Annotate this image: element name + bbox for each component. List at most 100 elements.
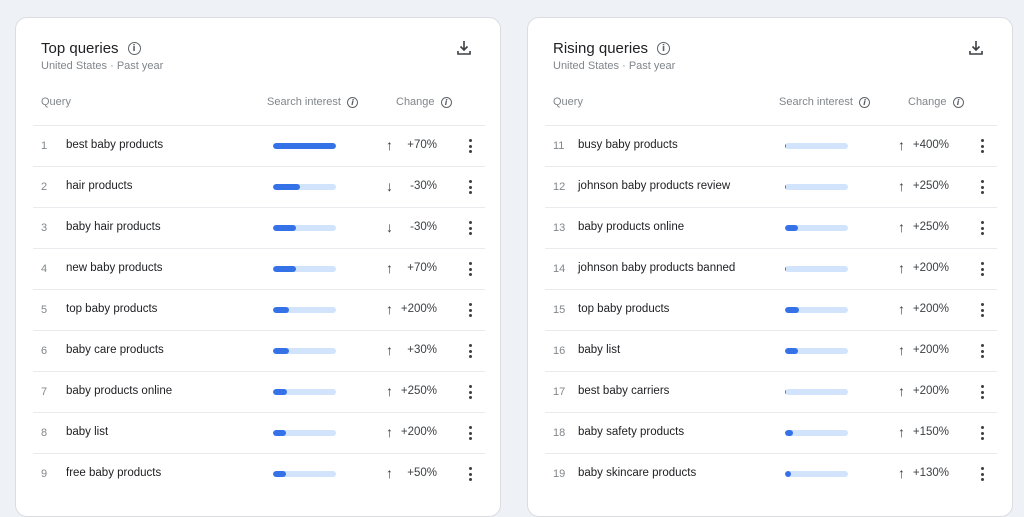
query-text[interactable]: baby care products <box>66 344 164 356</box>
interest-bar <box>785 307 848 313</box>
table-row[interactable]: 8 baby list ↑ +200% <box>33 412 485 453</box>
more-options-icon[interactable] <box>979 261 985 277</box>
query-text[interactable]: baby products online <box>578 221 685 233</box>
table-row[interactable]: 11 busy baby products ↑ +400% <box>545 125 997 166</box>
table-row[interactable]: 5 top baby products ↑ +200% <box>33 289 485 330</box>
change-value: +200% <box>912 385 949 397</box>
query-text[interactable]: top baby products <box>578 303 670 315</box>
more-options-icon[interactable] <box>467 343 473 359</box>
interest-bar <box>785 143 848 149</box>
row-number: 11 <box>553 140 565 152</box>
more-options-icon[interactable] <box>979 425 985 441</box>
change-value: +130% <box>912 467 949 479</box>
table-row[interactable]: 19 baby skincare products ↑ +130% <box>545 453 997 494</box>
download-icon[interactable] <box>968 40 984 56</box>
card-title: Top queries i <box>41 40 141 57</box>
row-number: 14 <box>553 263 566 275</box>
download-icon[interactable] <box>456 40 472 56</box>
info-icon[interactable]: i <box>440 96 452 108</box>
period: Past year <box>628 60 676 72</box>
arrow-up-icon: ↑ <box>898 383 905 399</box>
query-text[interactable]: baby products online <box>66 385 173 397</box>
interest-header-label: Search interest <box>779 96 853 108</box>
table-row[interactable]: 6 baby care products ↑ +30% <box>33 330 485 371</box>
table-row[interactable]: 4 new baby products ↑ +70% <box>33 248 485 289</box>
query-text[interactable]: hair products <box>66 180 133 192</box>
query-text[interactable]: baby list <box>578 344 621 356</box>
table-header: Query Search interest i Change i <box>41 96 500 110</box>
interest-bar <box>785 184 848 190</box>
query-text[interactable]: top baby products <box>66 303 158 315</box>
interest-bar <box>273 307 336 313</box>
more-options-icon[interactable] <box>467 384 473 400</box>
interest-bar-fill <box>785 307 800 313</box>
table-row[interactable]: 15 top baby products ↑ +200% <box>545 289 997 330</box>
info-icon[interactable]: i <box>346 96 358 108</box>
title-text: Top queries <box>41 40 119 57</box>
interest-bar-fill <box>785 225 799 231</box>
info-icon[interactable]: i <box>952 96 964 108</box>
separator: · <box>622 60 626 72</box>
more-options-icon[interactable] <box>979 343 985 359</box>
query-text[interactable]: baby hair products <box>66 221 161 233</box>
table-row[interactable]: 3 baby hair products ↓ -30% <box>33 207 485 248</box>
change-value: +250% <box>400 385 437 397</box>
info-icon[interactable]: i <box>127 42 141 55</box>
table-row[interactable]: 2 hair products ↓ -30% <box>33 166 485 207</box>
table-row[interactable]: 18 baby safety products ↑ +150% <box>545 412 997 453</box>
period: Past year <box>116 60 164 72</box>
more-options-icon[interactable] <box>467 179 473 195</box>
more-options-icon[interactable] <box>467 302 473 318</box>
more-options-icon[interactable] <box>979 384 985 400</box>
interest-bar <box>273 225 336 231</box>
query-text[interactable]: baby safety products <box>578 426 685 438</box>
more-options-icon[interactable] <box>467 138 473 154</box>
more-options-icon[interactable] <box>979 466 985 482</box>
more-options-icon[interactable] <box>979 138 985 154</box>
table-row[interactable]: 1 best baby products ↑ +70% <box>33 125 485 166</box>
table-row[interactable]: 12 johnson baby products review ↑ +250% <box>545 166 997 207</box>
more-options-icon[interactable] <box>979 179 985 195</box>
query-header: Query <box>553 96 583 108</box>
more-options-icon[interactable] <box>467 261 473 277</box>
query-text[interactable]: busy baby products <box>578 139 678 151</box>
card-title: Rising queries i <box>553 40 671 57</box>
row-number: 2 <box>41 181 48 193</box>
query-text[interactable]: baby list <box>66 426 109 438</box>
change-header: Change i <box>908 96 964 108</box>
change-value: +200% <box>400 426 437 438</box>
table-row[interactable]: 13 baby products online ↑ +250% <box>545 207 997 248</box>
table-row[interactable]: 16 baby list ↑ +200% <box>545 330 997 371</box>
query-text[interactable]: baby skincare products <box>578 467 697 479</box>
more-options-icon[interactable] <box>467 220 473 236</box>
change-value: -30% <box>410 180 437 192</box>
interest-bar <box>785 389 848 395</box>
query-text[interactable]: johnson baby products review <box>578 180 731 192</box>
table-row[interactable]: 9 free baby products ↑ +50% <box>33 453 485 494</box>
card-subtitle: United States · Past year <box>41 60 163 72</box>
more-options-icon[interactable] <box>979 220 985 236</box>
interest-bar <box>785 471 848 477</box>
query-text[interactable]: free baby products <box>66 467 162 479</box>
more-options-icon[interactable] <box>979 302 985 318</box>
query-text[interactable]: johnson baby products banned <box>578 262 736 274</box>
interest-bar <box>785 266 848 272</box>
arrow-up-icon: ↑ <box>386 137 393 153</box>
query-text[interactable]: best baby carriers <box>578 385 670 397</box>
change-value: +70% <box>407 262 437 274</box>
table-row[interactable]: 17 best baby carriers ↑ +200% <box>545 371 997 412</box>
arrow-up-icon: ↑ <box>898 260 905 276</box>
interest-bar-fill <box>273 430 287 436</box>
more-options-icon[interactable] <box>467 466 473 482</box>
row-number: 9 <box>41 468 48 480</box>
arrow-up-icon: ↑ <box>898 465 905 481</box>
table-row[interactable]: 7 baby products online ↑ +250% <box>33 371 485 412</box>
arrow-up-icon: ↑ <box>898 137 905 153</box>
info-icon[interactable]: i <box>657 42 671 55</box>
info-icon[interactable]: i <box>858 96 870 108</box>
query-text[interactable]: best baby products <box>66 139 164 151</box>
query-text[interactable]: new baby products <box>66 262 163 274</box>
arrow-up-icon: ↑ <box>898 219 905 235</box>
more-options-icon[interactable] <box>467 425 473 441</box>
table-row[interactable]: 14 johnson baby products banned ↑ +200% <box>545 248 997 289</box>
